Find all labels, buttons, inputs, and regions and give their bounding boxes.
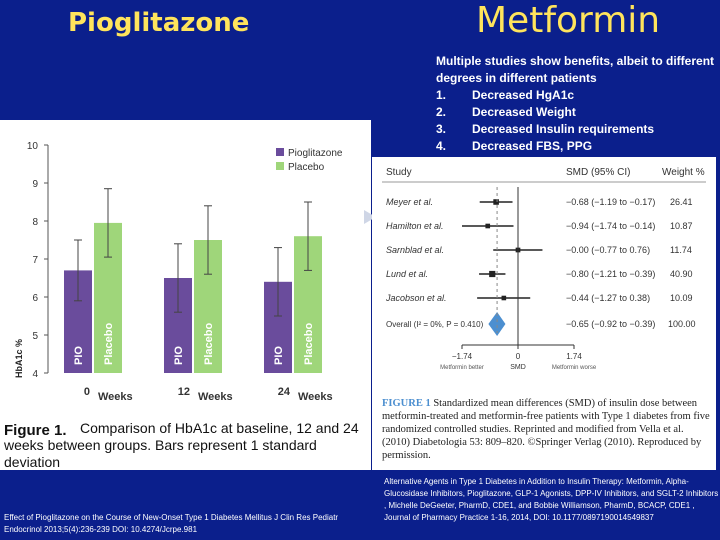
study-point [489,270,496,278]
legend-swatch-pioglitazone [276,148,284,156]
bar-label: PIO [273,346,285,365]
benefits-intro: Multiple studies show benefits, albeit t… [436,54,715,85]
bar-label: Placebo [103,323,115,365]
benefit-item: 1. Decreased HgA1c [436,87,716,104]
benefit-text: Decreased FBS, PPG [472,139,593,153]
benefit-number: 4. [436,139,447,153]
bar-label: PIO [73,346,85,365]
right-direction-label: Metformin worse [552,365,597,371]
hba1c-bar-chart: 4 5 6 7 8 9 10 PIO Placebo 0 Weeks PIO Placebo 12 Wee… [4,141,343,439]
benefit-item: 3. Decreased Insulin requirements [436,121,716,138]
citation-pioglitazone: Effect of Pioglitazone on the Course of … [4,513,339,534]
forest-caption: FIGURE 1 Standardized mean differences (… [382,397,712,462]
figure-caption-label: Figure 1. [4,422,67,439]
study-smd: −0.68 (−1.19 to −0.17) [566,197,655,207]
header-study: Study [386,167,412,178]
y-tick-label: 5 [32,331,38,342]
bar-label: PIO [173,346,185,365]
title-pioglitazone: Pioglitazone [68,8,250,38]
x-tick-suffix: Weeks [198,391,233,403]
forest-caption-label: FIGURE 1 [382,398,431,409]
header-weight: Weight % [662,167,705,178]
y-tick-label: 9 [32,179,38,190]
y-tick-label: 4 [32,369,38,380]
study-point [493,199,499,205]
bar-label: Placebo [303,323,315,365]
title-metformin: Metformin [476,0,661,41]
left-direction-label: Metformin better [440,365,484,371]
legend-label-pioglitazone: Pioglitazone [288,148,343,159]
x-tick-label: 0 [516,352,521,361]
study-smd: −0.80 (−1.21 to −0.39) [566,269,655,279]
benefit-text: Decreased HgA1c [472,88,575,102]
x-tick-label: 1.74 [566,352,582,361]
study-weight: 10.09 [670,293,693,303]
study-weight: 40.90 [670,269,693,279]
x-tick-label: 0 [84,386,90,398]
x-tick-suffix: Weeks [98,391,133,403]
overall-weight: 100.00 [668,319,696,329]
x-axis-label: SMD [510,364,526,371]
header-smd: SMD (95% CI) [566,167,630,178]
study-weight: 10.87 [670,221,693,231]
y-tick-label: 7 [32,255,38,266]
study-smd: −0.94 (−1.74 to −0.14) [566,221,655,231]
y-tick-label: 8 [32,217,38,228]
x-tick-label: 12 [178,386,190,398]
x-tick-label: 24 [278,386,291,398]
study-name: Jacobson et al. [385,293,447,303]
benefits-list: Multiple studies show benefits, albeit t… [436,53,716,155]
legend: Pioglitazone Placebo [276,148,343,173]
legend-swatch-placebo [276,162,284,170]
x-tick-label: −1.74 [452,352,473,361]
citation-metformin: Alternative Agents in Type 1 Diabetes in… [384,477,719,522]
overall-diamond [488,312,506,336]
benefit-text: Decreased Weight [472,105,576,119]
x-tick-suffix: Weeks [298,391,333,403]
study-smd: −0.00 (−0.77 to 0.76) [566,245,650,255]
pioglitazone-figure: 4 5 6 7 8 9 10 PIO Placebo 0 Weeks PIO Placebo 12 Wee… [0,120,371,470]
study-weight: 11.74 [670,245,692,255]
bar-label: Placebo [203,323,215,365]
overall-name: Overall (I² = 0%, P = 0.410) [386,320,484,329]
play-arrow-icon [364,210,376,229]
study-point [485,223,491,229]
figure-caption-text: Comparison of HbA1c at baseline, 12 and … [4,420,359,470]
y-tick-label: 6 [32,293,38,304]
legend-label-placebo: Placebo [288,162,325,173]
benefit-number: 3. [436,122,447,136]
study-weight: 26.41 [670,197,693,207]
study-point [501,295,507,301]
forest-caption-text: Standardized mean differences (SMD) of i… [382,398,710,461]
study-name: Meyer et al. [386,197,433,207]
benefit-item: 4. Decreased FBS, PPG [436,138,716,155]
study-name: Sarnblad et al. [386,245,444,255]
y-axis-label: HbA1c % [14,339,24,378]
benefit-text: Decreased Insulin requirements [472,122,655,136]
overall-smd: −0.65 (−0.92 to −0.39) [566,319,655,329]
study-smd: −0.44 (−1.27 to 0.38) [566,293,650,303]
y-tick-label: 10 [27,141,39,152]
benefit-number: 1. [436,88,447,102]
study-name: Lund et al. [386,269,428,279]
study-name: Hamilton et al. [386,221,444,231]
metformin-figure: Study SMD (95% CI) Weight % Meyer et al.… [372,157,716,470]
benefit-item: 2. Decreased Weight [436,104,716,121]
benefit-number: 2. [436,105,447,119]
forest-plot: Study SMD (95% CI) Weight % Meyer et al.… [382,167,706,371]
